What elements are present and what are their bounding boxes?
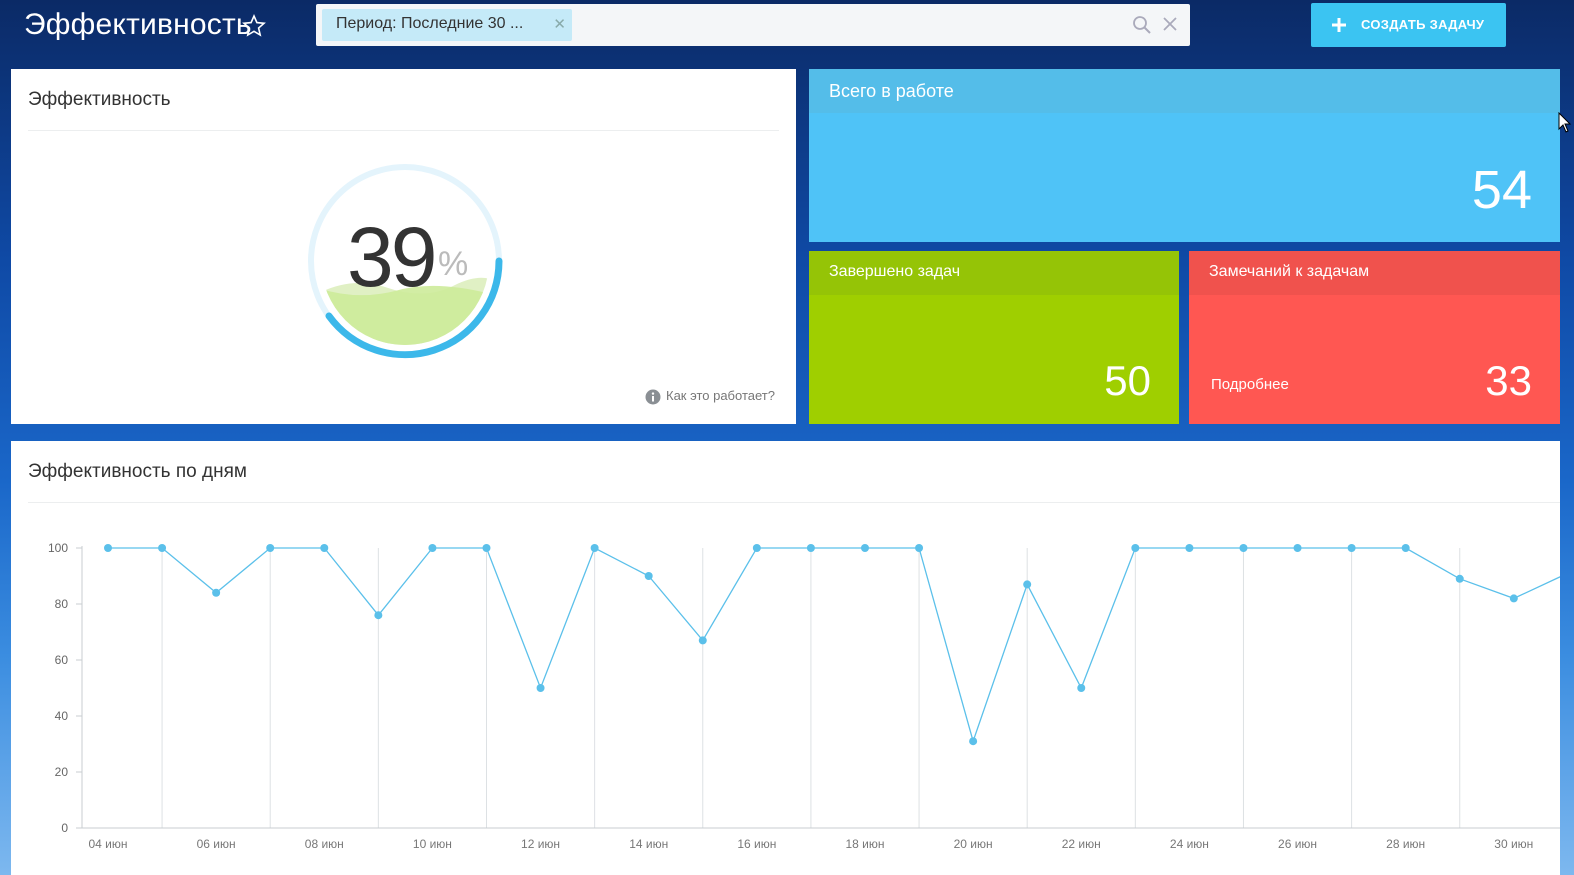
data-point (1509, 594, 1518, 603)
filter-chip-period[interactable]: Период: Последние 30 ... ✕ (322, 9, 572, 41)
y-tick-label: 60 (55, 653, 69, 667)
tile-in-work-title: Всего в работе (809, 69, 1560, 113)
x-tick-label: 10 июн (413, 837, 452, 851)
data-point (644, 572, 653, 580)
data-point (374, 611, 383, 620)
x-tick-label: 08 июн (305, 837, 344, 851)
data-point (1239, 544, 1248, 552)
y-tick-label: 80 (55, 597, 69, 611)
tile-in-work[interactable]: Всего в работе 54 (809, 69, 1560, 242)
data-point (1455, 574, 1464, 583)
x-tick-label: 12 июн (521, 837, 560, 851)
x-tick-label: 18 июн (845, 837, 884, 851)
x-tick-label: 30 июн (1494, 837, 1533, 851)
tile-completed[interactable]: Завершено задач 50 (809, 251, 1179, 424)
x-tick-label: 06 июн (197, 837, 236, 851)
data-point (320, 544, 329, 552)
data-point (969, 737, 978, 746)
daily-efficiency-card: Эффективность по дням 0 20 40 60 80 100 04 июн… (11, 441, 1560, 875)
plus-icon (1332, 18, 1346, 32)
data-point (482, 544, 491, 552)
search-icon[interactable] (1132, 15, 1152, 35)
x-tick-label: 16 июн (737, 837, 776, 851)
info-icon (645, 389, 661, 405)
card-divider (28, 502, 1560, 503)
data-point (104, 544, 112, 552)
data-point (158, 544, 167, 552)
clear-icon[interactable] (1160, 14, 1180, 34)
x-tick-label: 24 июн (1170, 837, 1209, 851)
create-task-button[interactable]: СОЗДАТЬ ЗАДАЧУ (1311, 3, 1506, 47)
efficiency-card-title: Эффективность (28, 89, 171, 110)
x-tick-label: 20 июн (954, 837, 993, 851)
data-point (806, 544, 815, 552)
tile-remarks-title: Замечаний к задачам (1189, 251, 1560, 295)
remarks-more-link[interactable]: Подробнее (1211, 376, 1289, 393)
series-line (108, 547, 1560, 744)
x-tick-label: 14 июн (629, 837, 668, 851)
y-tick-label: 40 (55, 709, 69, 723)
efficiency-unit: % (438, 245, 469, 283)
data-point (915, 544, 924, 552)
chip-close-icon[interactable]: ✕ (553, 16, 566, 33)
efficiency-card: Эффективность 39 % Как это работает? (11, 69, 796, 424)
daily-efficiency-chart: 0 20 40 60 80 100 04 июн 06 июн 08 июн 10 июн 12 и… (48, 541, 1560, 851)
data-point (536, 684, 545, 692)
data-point (752, 544, 761, 552)
search-input[interactable]: Период: Последние 30 ... ✕ (316, 4, 1190, 46)
tile-remarks[interactable]: Замечаний к задачам Подробнее 33 (1189, 251, 1560, 424)
card-divider (28, 130, 779, 131)
data-point (1185, 544, 1194, 552)
x-tick-label: 22 июн (1062, 837, 1101, 851)
x-tick-label: 28 июн (1386, 837, 1425, 851)
y-tick-label: 100 (48, 541, 68, 555)
data-point (428, 544, 437, 552)
y-tick-label: 20 (55, 765, 69, 779)
data-point (860, 544, 869, 552)
data-point (1347, 544, 1356, 552)
efficiency-gauge (308, 164, 503, 359)
tile-remarks-value: 33 (1485, 357, 1532, 404)
page-title: Эффективность (24, 8, 252, 41)
create-task-label: СОЗДАТЬ ЗАДАЧУ (1361, 17, 1485, 32)
y-tick-label: 0 (61, 821, 68, 835)
tile-completed-value: 50 (1104, 357, 1151, 404)
data-point (1023, 580, 1032, 589)
data-point (1293, 544, 1302, 552)
x-tick-label: 26 июн (1278, 837, 1317, 851)
x-tick-label: 04 июн (88, 837, 127, 851)
data-point (212, 588, 221, 597)
star-icon[interactable] (242, 14, 266, 38)
tile-completed-title: Завершено задач (809, 251, 1179, 295)
data-point (590, 544, 599, 552)
efficiency-value: 39 (347, 210, 437, 304)
data-point (266, 544, 275, 552)
how-it-works-link[interactable]: Как это работает? (645, 388, 775, 405)
how-it-works-label: Как это работает? (666, 388, 775, 403)
data-point (1131, 544, 1140, 552)
tile-in-work-value: 54 (1471, 160, 1532, 220)
daily-efficiency-title: Эффективность по дням (28, 461, 247, 482)
data-point (698, 636, 707, 645)
mouse-cursor-icon (1558, 112, 1572, 133)
filter-chip-label: Период: Последние 30 ... (336, 15, 524, 32)
top-bar: Эффективность Период: Последние 30 ... ✕… (0, 0, 1574, 64)
data-point (1077, 684, 1086, 692)
data-point (1401, 544, 1410, 552)
